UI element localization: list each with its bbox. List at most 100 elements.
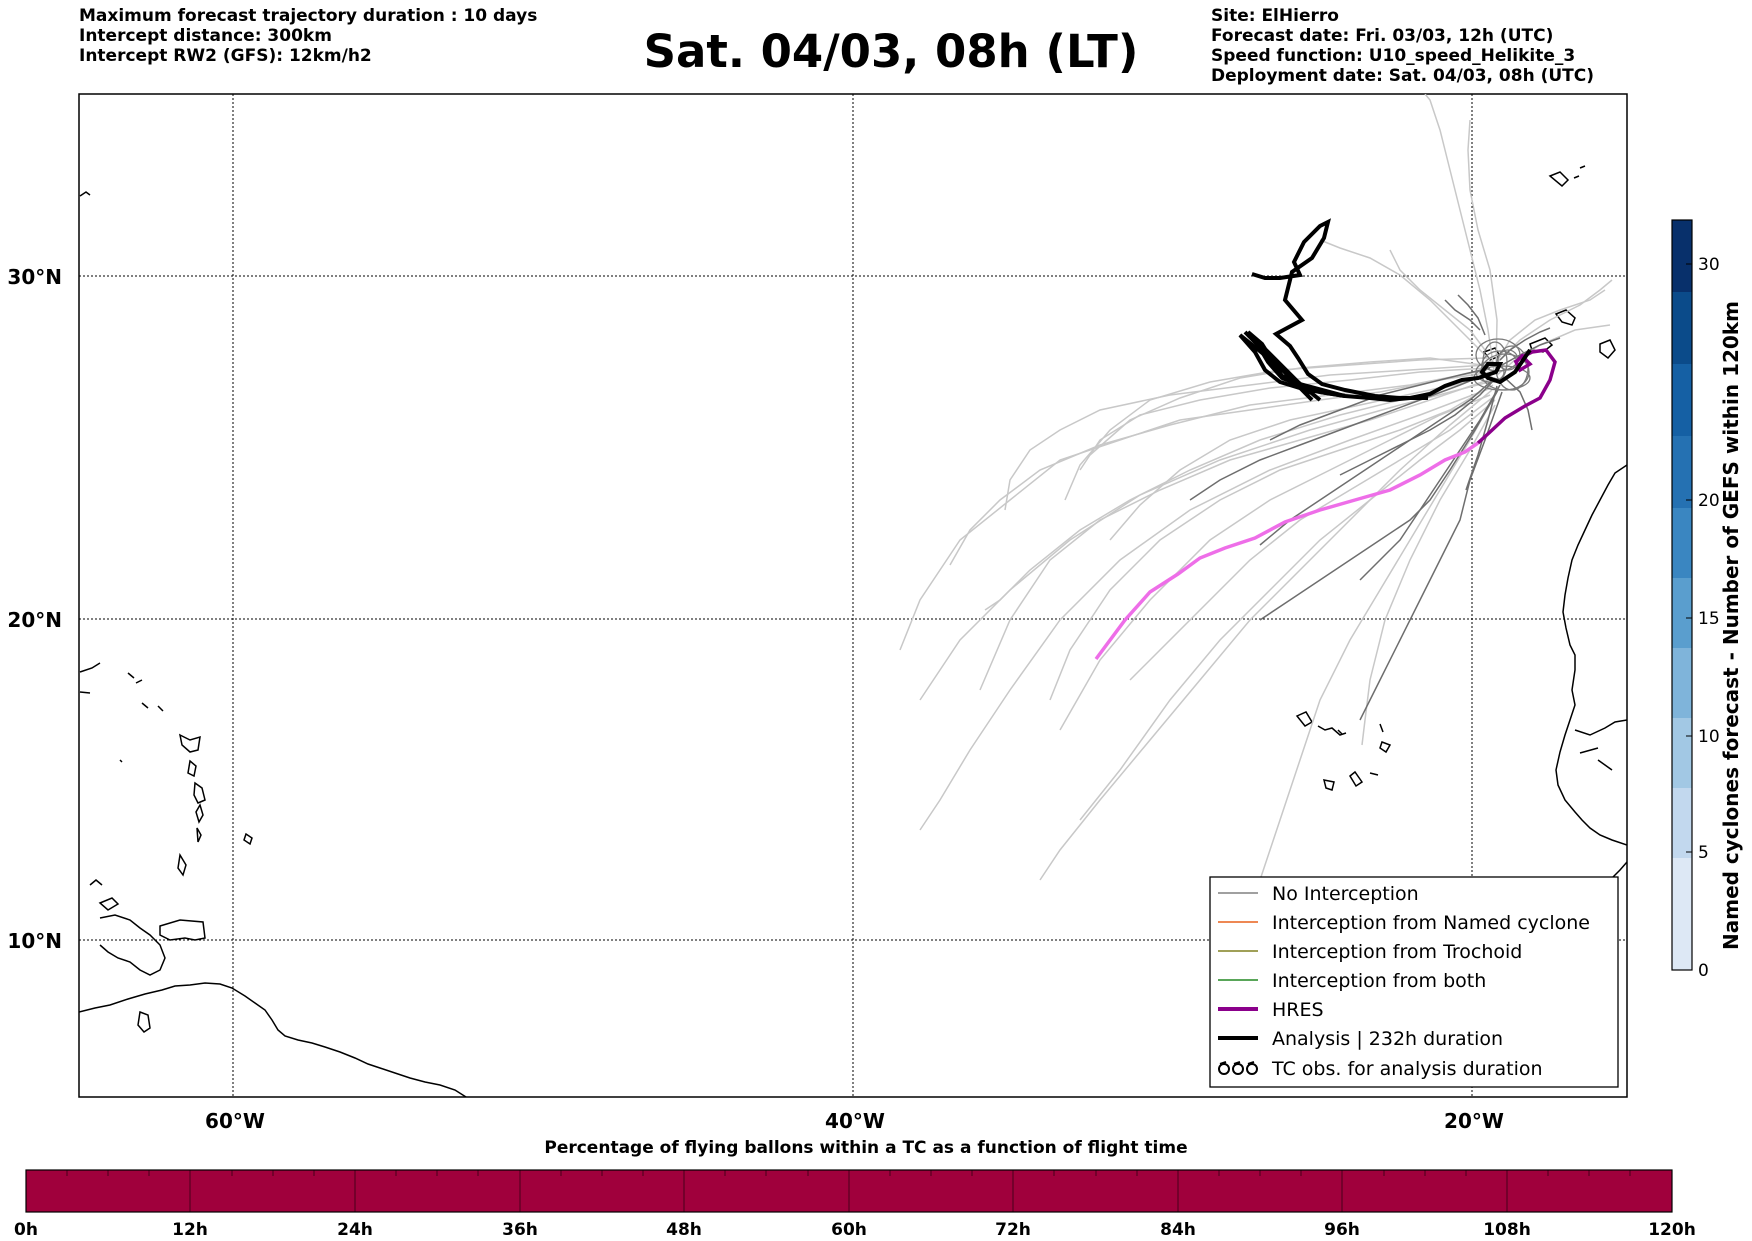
colorbar-right: 0 5 10 15 20 30 Named cyclones forecast … [1671,219,1743,981]
bottom-tick: 24h [337,1220,373,1240]
bottom-tick: 48h [666,1220,702,1240]
lon-label-40w: 40°W [825,1109,885,1133]
trajectory [1004,364,1487,511]
intercept-distance-text: Intercept distance: 300km [79,26,332,46]
colorbar-bottom-ticks [66,1170,1631,1212]
bottom-colorbar-title: Percentage of flying ballons within a TC… [544,1138,1187,1158]
trajectory [1079,399,1496,821]
bottom-tick: 84h [1160,1220,1196,1240]
madeira-islands [1548,165,1586,188]
trajectory [919,387,1492,831]
colorbar-bottom: 0h 12h 24h 36h 48h 60h 72h 84h 96h 108h … [14,1169,1696,1240]
north-coast-fragment [79,191,91,197]
lon-label-60w: 60°W [205,1109,265,1133]
coastlines [79,165,1627,1097]
south-america-coast [79,982,467,1097]
site-text: Site: ElHierro [1211,6,1339,26]
colorbar-tick: 10 [1698,727,1720,747]
legend-label: Analysis | 232h duration [1272,1028,1503,1050]
ensemble-trajectories-light [899,94,1613,951]
legend-label: HRES [1272,999,1324,1021]
trajectory [1492,289,1606,369]
trajectory [949,369,1488,566]
canary-islands [1482,309,1616,361]
africa-inlets [1574,719,1627,879]
hres-trajectory [1476,348,1557,445]
colorbar-right-label: Named cyclones forecast - Number of GEFS… [1719,301,1743,950]
lat-label-10n: 10°N [7,929,62,953]
lat-label-30n: 30°N [7,265,62,289]
trajectory [1064,357,1488,501]
ensemble-trajectories-dark [1189,294,1561,721]
trajectory [1109,375,1491,541]
colorbar-segment [1672,436,1692,508]
trajectory [1339,379,1495,476]
colorbar-segment [1672,508,1692,578]
colorbar-segment [1672,578,1692,648]
venezuela-peninsula [99,914,166,976]
trajectory [1389,249,1486,351]
legend-label: Interception from both [1272,970,1486,992]
trajectory [1079,367,1489,471]
trajectory [1359,384,1501,581]
legend-label: TC obs. for analysis duration [1271,1058,1543,1080]
colorbar-tick: 0 [1698,961,1709,981]
speed-function-text: Speed function: U10_speed_Helikite_3 [1211,46,1576,66]
trajectory [979,379,1489,691]
trajectory [1129,397,1493,681]
colorbar-right-frame [1671,219,1693,971]
caribbean-islands [79,662,253,1033]
trajectory [1039,389,1493,881]
legend-label: Interception from Named cyclone [1272,912,1590,934]
trajectory [1497,279,1613,363]
header-right-info: Site: ElHierro Forecast date: Fri. 03/03… [1211,6,1594,86]
legend-box [1209,876,1619,1088]
analysis-trajectory-north [1243,330,1346,402]
trajectory [1359,391,1503,721]
trajectory [1259,377,1496,546]
trajectory [1504,377,1533,431]
bottom-tick: 36h [502,1220,538,1240]
legend-label: Interception from Trochoid [1272,941,1522,963]
colorbar-segment [1672,220,1692,292]
bottom-tick: 108h [1483,1220,1531,1240]
trajectory [1444,299,1481,331]
trajectory [1424,94,1495,371]
trajectory [1059,394,1491,731]
colorbar-tick: 30 [1698,255,1720,275]
trajectory [1467,119,1498,369]
trajectory [1499,327,1551,361]
header-left-info: Maximum forecast trajectory duration : 1… [79,6,537,66]
legend: No Interception Interception from Named … [1209,876,1619,1088]
trajectory [1049,384,1494,701]
colorbar-tick: 5 [1698,843,1709,863]
lon-label-20w: 20°W [1444,1109,1504,1133]
colorbar-segment [1672,788,1692,858]
bottom-tick: 72h [995,1220,1031,1240]
analysis-trajectory-loop [1246,330,1346,398]
colorbar-segment [1672,648,1692,718]
colorbar-segment [1672,718,1692,788]
colorbar-segment [1672,292,1692,364]
cyclone-symbol-icon [1218,1061,1258,1075]
duration-text: Maximum forecast trajectory duration : 1… [79,6,538,26]
trajectory [1319,239,1491,361]
trajectory [1259,389,1499,621]
legend-label: No Interception [1272,883,1419,905]
colorbar-segment [1672,858,1692,970]
trajectory [1457,294,1486,336]
bottom-tick: 0h [14,1220,38,1240]
trajectory [1361,404,1496,746]
lat-label-20n: 20°N [7,608,62,632]
trajectory [919,381,1490,701]
colorbar-tick: 15 [1698,609,1720,629]
trinidad-island [159,919,206,941]
bottom-tick: 96h [1324,1220,1360,1240]
trajectory [1189,371,1493,501]
colorbar-segment [1672,364,1692,436]
analysis-trajectory-main [1251,218,1428,400]
analysis-trajectory [1238,333,1532,403]
deployment-date-text: Deployment date: Sat. 04/03, 08h (UTC) [1211,66,1595,86]
hres-trajectory-light [1094,441,1479,661]
